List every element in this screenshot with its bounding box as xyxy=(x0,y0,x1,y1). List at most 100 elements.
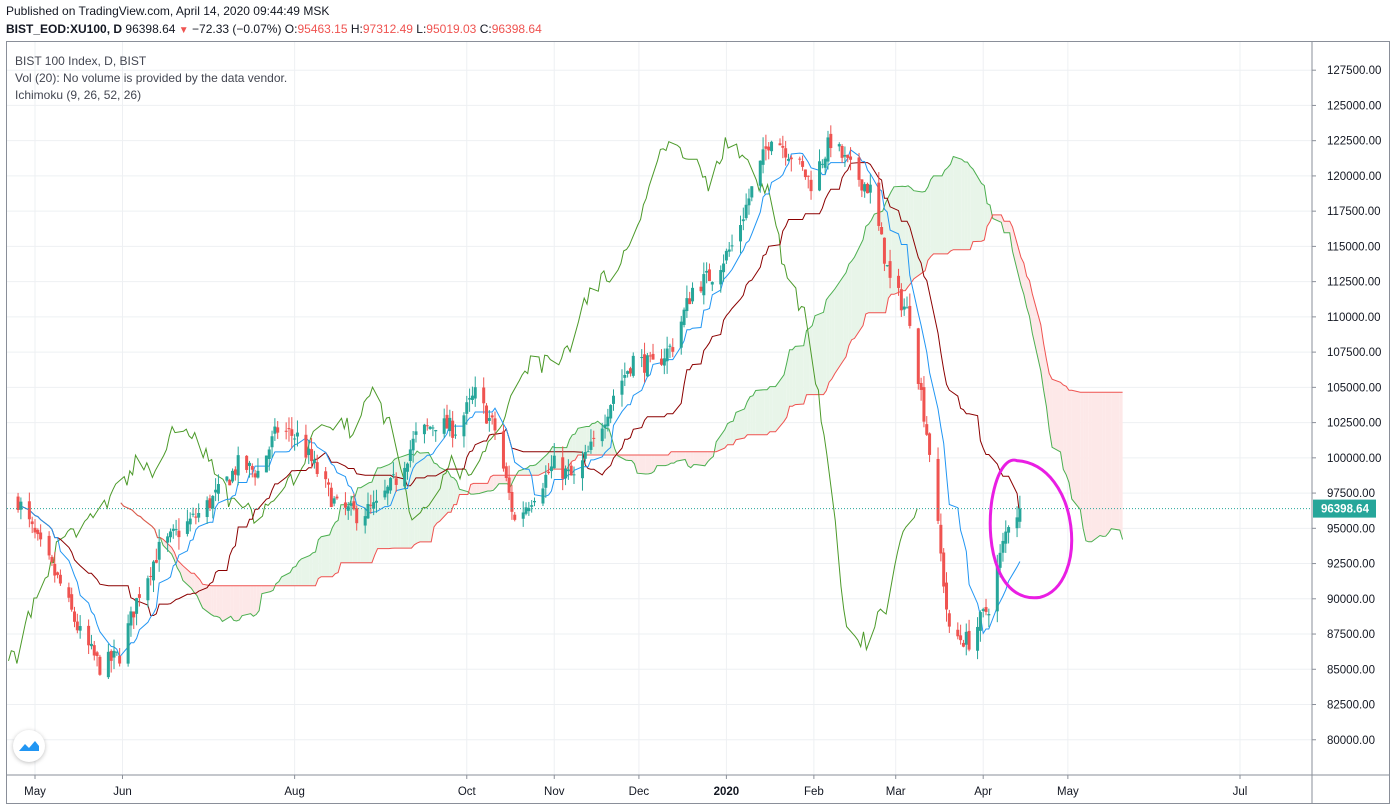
cloud-segment xyxy=(744,401,748,439)
candle-body xyxy=(998,552,1002,568)
legend-ichimoku[interactable]: Ichimoku (9, 26, 52, 26) xyxy=(15,88,142,102)
cloud-segment xyxy=(510,475,514,488)
cloud-segment xyxy=(625,455,629,461)
low-value: 95019.03 xyxy=(426,22,477,36)
candle-body xyxy=(403,467,407,487)
candle-body xyxy=(470,395,474,400)
x-tick-label: Mar xyxy=(886,786,906,798)
senkou-span-b-line xyxy=(120,214,1123,587)
candle-body xyxy=(245,455,249,470)
candle-body xyxy=(389,478,393,491)
symbol-label[interactable]: BIST_EOD:XU100, D xyxy=(6,22,123,36)
cloud-segment xyxy=(769,386,773,432)
cloud-segment xyxy=(219,585,223,622)
candle-body xyxy=(98,656,102,675)
candle-body xyxy=(185,521,189,534)
cloud-segment xyxy=(947,164,951,254)
cloud-segment xyxy=(191,573,195,593)
cloud-segment xyxy=(298,558,302,586)
candle-body xyxy=(688,298,692,305)
cloud-segment xyxy=(631,455,635,464)
candle-body xyxy=(978,612,982,631)
candle-body xyxy=(843,155,847,157)
candle-body xyxy=(628,368,632,374)
cloud-segment xyxy=(436,464,440,524)
candle-body xyxy=(645,355,649,377)
candle-body xyxy=(566,469,570,472)
candle-body xyxy=(863,184,867,192)
low-label: L: xyxy=(416,22,427,36)
cloud-segment xyxy=(865,224,869,314)
candle-body xyxy=(445,414,449,429)
cloud-segment xyxy=(177,559,181,573)
cloud-segment xyxy=(862,226,866,326)
candle-body xyxy=(247,462,251,466)
candle-body xyxy=(600,428,604,442)
cloud-segment xyxy=(194,573,197,596)
cloud-segment xyxy=(783,362,787,422)
cloud-segment xyxy=(196,576,200,603)
candle-body xyxy=(50,556,54,563)
x-tick-label: May xyxy=(24,786,46,798)
legend-title[interactable]: BIST 100 Index, D, BIST xyxy=(15,54,147,68)
cloud-segment xyxy=(538,454,547,476)
cloud-segment xyxy=(236,585,240,621)
cloud-segment xyxy=(473,483,477,495)
candle-body xyxy=(691,287,695,302)
cloud-segment xyxy=(222,585,231,622)
candle-body xyxy=(70,594,74,610)
candle-body xyxy=(434,429,438,432)
cloud-segment xyxy=(871,214,875,313)
candle-body xyxy=(905,307,909,309)
candle-body xyxy=(668,345,672,347)
candle-body xyxy=(326,482,330,485)
cloud-segment xyxy=(487,476,491,491)
candle-body xyxy=(643,354,647,373)
y-tick-label: 107500.00 xyxy=(1327,347,1381,359)
candle-body xyxy=(504,466,508,478)
cloud-segment xyxy=(202,584,212,615)
candle-body xyxy=(383,490,387,498)
cloud-segment xyxy=(724,423,728,449)
cloud-segment xyxy=(577,426,587,456)
candle-body xyxy=(806,175,810,177)
cloud-segment xyxy=(1119,392,1123,540)
candle-body xyxy=(406,463,410,472)
cloud-segment xyxy=(981,183,985,242)
cloud-segment xyxy=(927,179,931,261)
candle-body xyxy=(462,415,466,437)
y-tick-label: 100000.00 xyxy=(1327,453,1381,465)
candle-body xyxy=(284,430,288,432)
candle-body xyxy=(451,420,455,438)
candle-body xyxy=(146,578,150,601)
candle-body xyxy=(343,502,347,508)
candle-body xyxy=(784,148,788,158)
candle-body xyxy=(115,651,119,653)
candle-body xyxy=(707,269,711,282)
y-tick-label: 105000.00 xyxy=(1327,382,1381,394)
cloud-segment xyxy=(340,504,350,563)
candle-body xyxy=(860,179,864,191)
cloud-segment xyxy=(730,421,734,445)
candle-body xyxy=(612,395,616,404)
candle-body xyxy=(947,613,951,627)
candle-body xyxy=(564,468,568,479)
cloud-segment xyxy=(854,239,863,339)
candle-body xyxy=(603,424,607,428)
x-tick-label: May xyxy=(1057,786,1079,798)
legend-volume[interactable]: Vol (20): No volume is provided by the d… xyxy=(15,71,288,85)
cloud-segment xyxy=(961,159,965,250)
cloud-segment xyxy=(792,346,796,407)
y-tick-label: 127500.00 xyxy=(1327,65,1381,77)
cloud-segment xyxy=(352,496,356,563)
cloud-segment xyxy=(459,489,468,495)
ichimoku-cloud xyxy=(120,156,1123,622)
candle-body xyxy=(888,261,892,278)
candle-body xyxy=(840,146,844,158)
cloud-segment xyxy=(419,452,429,542)
tradingview-logo-icon[interactable] xyxy=(13,730,45,762)
cloud-segment xyxy=(1108,392,1112,534)
cloud-segment xyxy=(295,561,299,586)
cloud-segment xyxy=(1100,392,1103,537)
